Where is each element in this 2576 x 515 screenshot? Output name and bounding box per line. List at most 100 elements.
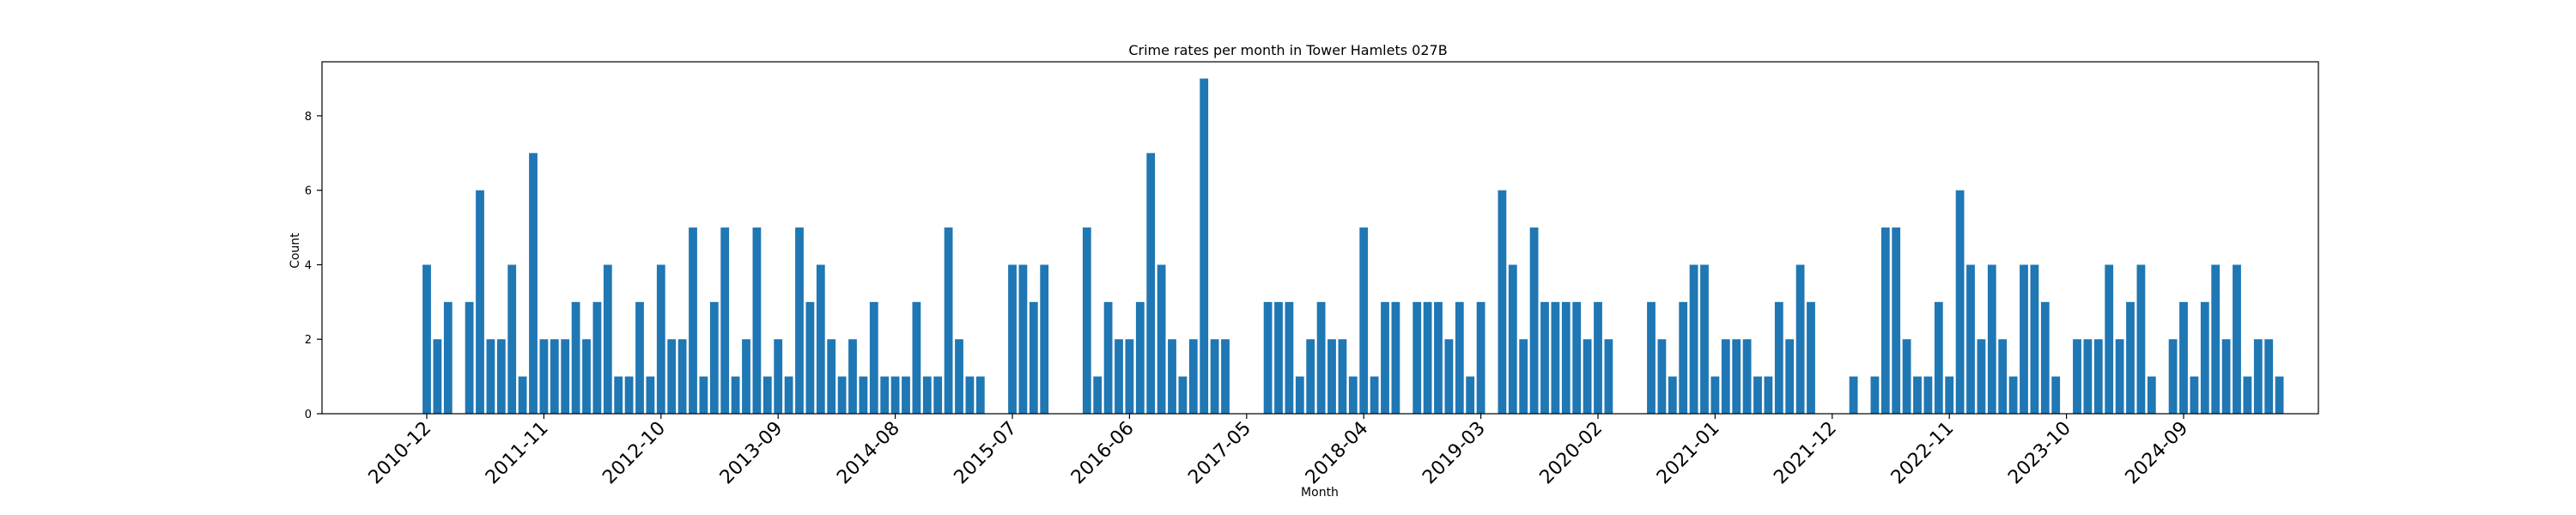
bar <box>1594 301 1602 414</box>
bar <box>624 376 634 414</box>
bar <box>2190 376 2199 414</box>
plot-frame <box>321 61 2319 415</box>
bar <box>1913 376 1922 414</box>
x-tick-label: 2010-12 <box>365 418 436 489</box>
x-tick-label: 2021-01 <box>1653 418 1724 489</box>
bar <box>1742 339 1752 414</box>
bar <box>1934 301 1943 414</box>
y-tick-label: 2 <box>305 334 312 347</box>
bar <box>1892 227 1901 414</box>
bar <box>2243 376 2252 414</box>
bar <box>1880 227 1890 414</box>
bar <box>561 339 570 414</box>
bar <box>433 339 442 414</box>
bar <box>762 376 772 414</box>
bar <box>1902 339 1911 414</box>
bar <box>1157 264 1166 414</box>
bar <box>592 301 602 414</box>
bar <box>720 227 730 414</box>
bar <box>2136 264 2146 414</box>
bar <box>539 339 549 414</box>
bar <box>422 264 431 414</box>
bar <box>752 227 762 414</box>
bar <box>2179 301 2188 414</box>
bar <box>1795 264 1805 414</box>
bar <box>1732 339 1741 414</box>
bar <box>2008 376 2018 414</box>
bar <box>529 153 538 415</box>
bar <box>837 376 847 414</box>
x-tick-label: 2021-12 <box>1770 418 1841 489</box>
y-tick-label: 4 <box>305 259 312 272</box>
bar <box>1348 376 1358 414</box>
bar <box>465 301 474 414</box>
bar <box>1689 264 1698 414</box>
bar <box>486 339 495 414</box>
bar <box>1103 301 1113 414</box>
bar <box>1423 301 1432 414</box>
bar <box>880 376 890 414</box>
bar <box>1476 301 1485 414</box>
bar <box>1082 227 1091 414</box>
bar <box>2051 376 2061 414</box>
bar <box>944 227 953 414</box>
bar <box>1168 339 1176 414</box>
bar <box>1115 339 1123 414</box>
bar <box>1316 301 1326 414</box>
bar <box>922 376 932 414</box>
bar <box>709 301 719 414</box>
bar <box>1274 301 1283 414</box>
bar <box>2264 339 2274 414</box>
bar <box>1849 376 1858 414</box>
bar <box>496 339 506 414</box>
bar <box>805 301 815 414</box>
bar <box>1125 339 1134 414</box>
x-tick-label: 2020-02 <box>1536 418 1607 489</box>
bar <box>1923 376 1933 414</box>
bar <box>1561 301 1571 414</box>
bar <box>2126 301 2135 414</box>
bar <box>550 339 559 414</box>
bar <box>2073 339 2081 414</box>
bars-group <box>422 78 2284 415</box>
bar <box>1370 376 1379 414</box>
bar <box>2105 264 2114 414</box>
bar <box>699 376 708 414</box>
bar <box>1987 264 1996 414</box>
bar <box>795 227 804 414</box>
bar <box>476 190 484 414</box>
bar <box>2200 301 2209 414</box>
bar <box>1529 227 1539 414</box>
bar <box>848 339 857 414</box>
bar <box>1774 301 1783 414</box>
bar <box>912 301 921 414</box>
bar <box>1327 339 1336 414</box>
bar <box>1572 301 1582 414</box>
x-tick-label: 2014-08 <box>833 418 904 489</box>
bar <box>635 301 644 414</box>
bar <box>667 339 677 414</box>
bar <box>1764 376 1773 414</box>
bar <box>1093 376 1103 414</box>
bar <box>1647 301 1656 414</box>
bar <box>1413 301 1422 414</box>
bar <box>2093 339 2103 414</box>
bar <box>2020 264 2028 414</box>
bar <box>1040 264 1049 414</box>
bar <box>902 376 910 414</box>
bar <box>1295 376 1304 414</box>
bar <box>1679 301 1688 414</box>
bar <box>2221 339 2231 414</box>
bar <box>614 376 623 414</box>
bar <box>507 264 517 414</box>
bar <box>1146 153 1156 415</box>
bar <box>955 339 963 414</box>
x-tick-label: 2013-09 <box>716 418 787 489</box>
bar <box>1551 301 1560 414</box>
y-axis-label: Count <box>289 233 302 269</box>
bar <box>2253 339 2263 414</box>
bar <box>827 339 836 414</box>
bar <box>1381 301 1389 414</box>
bar <box>1263 301 1273 414</box>
